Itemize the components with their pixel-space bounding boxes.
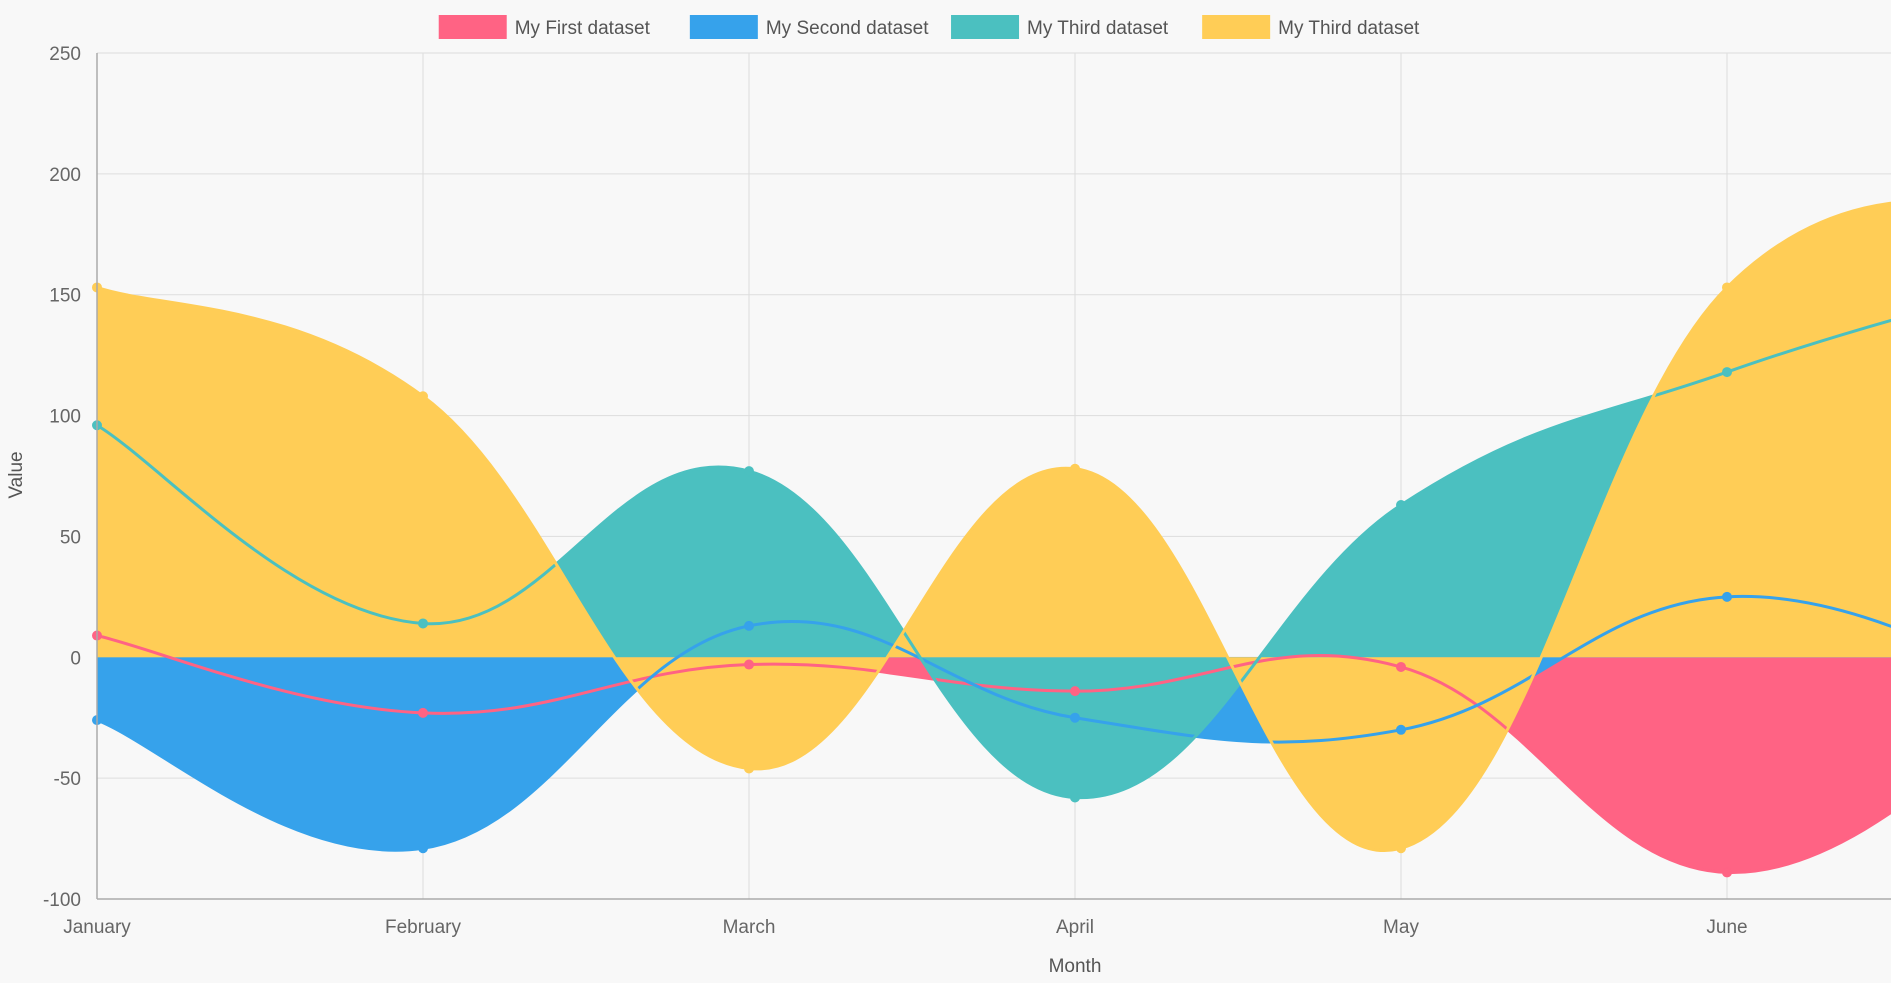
x-tick-label: January bbox=[63, 917, 131, 938]
data-point[interactable] bbox=[418, 618, 428, 629]
x-tick-label: June bbox=[1706, 917, 1747, 938]
chart-areas bbox=[97, 203, 1891, 873]
legend-swatch bbox=[689, 15, 758, 39]
data-point[interactable] bbox=[744, 763, 754, 774]
legend-swatch bbox=[1202, 15, 1271, 39]
legend-item[interactable]: My Second dataset bbox=[689, 15, 929, 39]
legend-label: My Third dataset bbox=[1278, 18, 1420, 39]
data-point[interactable] bbox=[1070, 792, 1080, 803]
chart-legend[interactable]: My First dataset My Second dataset My Thir… bbox=[438, 15, 1420, 39]
data-point[interactable] bbox=[1396, 661, 1406, 672]
data-point[interactable] bbox=[418, 843, 428, 854]
y-tick-label: -100 bbox=[43, 890, 81, 911]
data-point[interactable] bbox=[1070, 712, 1080, 723]
y-axis-title: Value bbox=[6, 451, 27, 498]
data-point[interactable] bbox=[418, 391, 428, 402]
x-tick-label: April bbox=[1056, 917, 1094, 938]
y-tick-label: 50 bbox=[60, 527, 81, 548]
x-tick-label: March bbox=[723, 917, 776, 938]
legend-swatch bbox=[438, 15, 507, 39]
data-point[interactable] bbox=[1070, 686, 1080, 697]
legend-item[interactable]: My First dataset bbox=[438, 15, 651, 39]
legend-label: My Second dataset bbox=[766, 18, 929, 39]
data-point[interactable] bbox=[1722, 591, 1732, 602]
legend-item[interactable]: My Third dataset bbox=[1202, 15, 1420, 39]
x-tick-label: February bbox=[385, 917, 462, 938]
x-axis-title: Month bbox=[1049, 956, 1102, 977]
data-point[interactable] bbox=[744, 659, 754, 670]
legend-label: My Third dataset bbox=[1027, 18, 1169, 39]
y-tick-label: 0 bbox=[70, 648, 81, 669]
data-point[interactable] bbox=[1722, 367, 1732, 378]
data-point[interactable] bbox=[744, 620, 754, 631]
y-tick-label: 250 bbox=[49, 44, 81, 65]
y-tick-label: 150 bbox=[49, 286, 81, 307]
data-point[interactable] bbox=[1396, 843, 1406, 854]
data-point[interactable] bbox=[1722, 867, 1732, 878]
data-point[interactable] bbox=[418, 707, 428, 718]
y-tick-label: 100 bbox=[49, 407, 81, 428]
x-tick-label: May bbox=[1383, 917, 1419, 938]
legend-item[interactable]: My Third dataset bbox=[951, 15, 1169, 39]
data-point[interactable] bbox=[744, 466, 754, 477]
legend-label: My First dataset bbox=[515, 18, 651, 39]
y-tick-label: -50 bbox=[54, 769, 81, 790]
legend-swatch bbox=[951, 15, 1020, 39]
series-line-4 bbox=[96, 201, 1891, 853]
data-point[interactable] bbox=[1396, 724, 1406, 735]
series-area-4 bbox=[97, 203, 1891, 851]
data-point[interactable] bbox=[1722, 282, 1732, 293]
chart-axes: -100 -50 0 50 100 150 200 250 January February Mar… bbox=[43, 44, 1891, 938]
series-area-3 bbox=[97, 320, 1891, 798]
data-point[interactable] bbox=[1396, 500, 1406, 511]
y-tick-label: 200 bbox=[49, 165, 81, 186]
data-point[interactable] bbox=[1070, 463, 1080, 474]
